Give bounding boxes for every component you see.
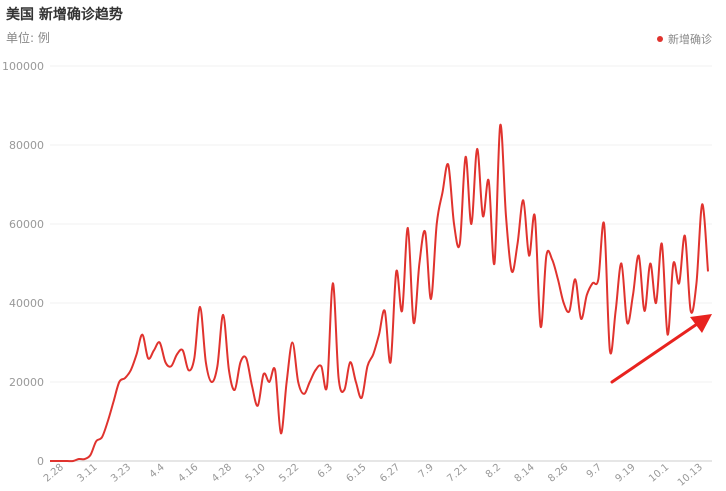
series-line-新增确诊	[50, 124, 709, 463]
x-tick-label: 9.7	[585, 462, 604, 481]
x-tick-label: 5.22	[277, 462, 301, 485]
y-tick-label: 20000	[9, 376, 44, 389]
x-tick-label: 4.16	[176, 462, 200, 485]
x-tick-label: 6.27	[378, 462, 402, 485]
x-tick-label: 4.28	[210, 462, 234, 485]
x-tick-label: 8.26	[546, 462, 570, 485]
x-tick-label: 4.4	[148, 462, 167, 481]
chart-title: 美国 新增确诊趋势	[6, 7, 123, 23]
annotation-arrow-head	[690, 314, 712, 333]
x-tick-label: 9.19	[614, 462, 638, 485]
x-tick-label: 8.14	[513, 462, 537, 485]
x-tick-label: 5.10	[244, 462, 268, 485]
x-tick-label: 3.11	[75, 462, 99, 485]
x-tick-label: 7.9	[417, 462, 436, 481]
unit-label: 单位: 例	[6, 31, 50, 45]
legend[interactable]: 新增确诊	[657, 31, 712, 47]
x-tick-label: 10.13	[676, 462, 705, 489]
x-tick-label: 2.28	[42, 462, 66, 485]
annotation-arrow-shaft	[610, 320, 702, 384]
x-tick-label: 7.21	[445, 462, 469, 485]
x-tick-label: 3.23	[109, 462, 133, 485]
x-tick-label: 10.1	[647, 462, 671, 485]
x-tick-label: 8.2	[484, 462, 503, 481]
y-tick-label: 0	[37, 455, 44, 468]
y-tick-label: 100000	[2, 60, 44, 73]
y-tick-label: 80000	[9, 139, 44, 152]
x-tick-label: 6.3	[316, 462, 335, 481]
legend-marker	[657, 36, 663, 42]
y-tick-label: 40000	[9, 297, 44, 310]
y-tick-label: 60000	[9, 218, 44, 231]
x-tick-label: 6.15	[344, 462, 368, 485]
legend-label: 新增确诊	[668, 33, 712, 46]
